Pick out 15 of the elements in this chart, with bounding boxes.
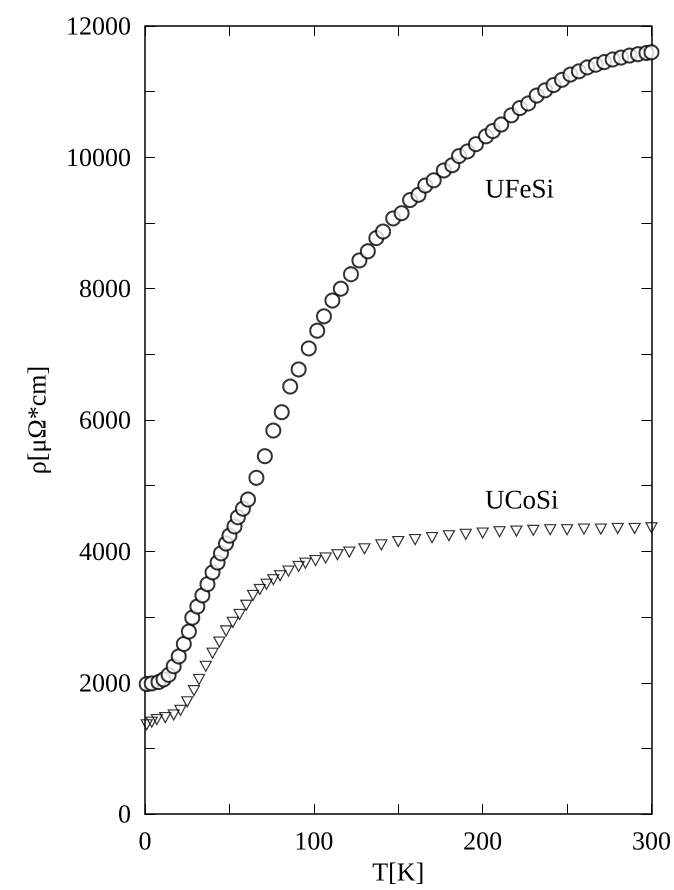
x-tick-label: 200 xyxy=(463,826,502,856)
x-tick-label: 100 xyxy=(294,826,334,856)
y-tick-label: 12000 xyxy=(66,12,131,40)
x-tick-label: 0 xyxy=(138,826,152,856)
y-tick-label: 2000 xyxy=(79,668,131,698)
y-tick-label: 8000 xyxy=(79,274,131,304)
x-tick-label: 300 xyxy=(632,826,671,856)
y-tick-label: 10000 xyxy=(66,142,131,172)
x-axis-title: T[K] xyxy=(372,858,424,886)
y-tick-label: 4000 xyxy=(79,536,131,566)
y-tick-label: 6000 xyxy=(79,406,131,435)
annotation: UCoSi xyxy=(485,484,559,514)
annotation: UFeSi xyxy=(485,174,554,204)
y-tick-label: 0 xyxy=(118,800,131,829)
y-axis-title: ρ[μΩ*cm] xyxy=(22,366,52,474)
